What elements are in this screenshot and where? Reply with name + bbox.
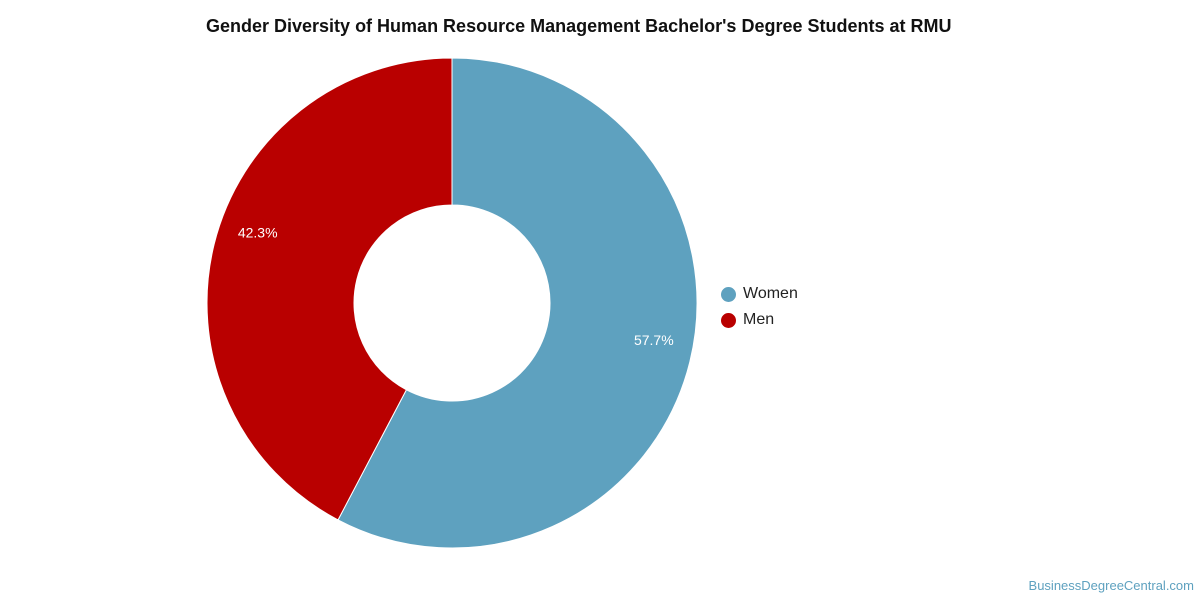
slice-labels-group: 57.7% 42.3%: [238, 225, 674, 349]
slices-group: [206, 57, 698, 549]
slice-label-men: 42.3%: [238, 225, 278, 241]
legend-swatch-men: [721, 312, 736, 328]
legend: Women Men: [721, 281, 798, 333]
slice-women[interactable]: [337, 57, 698, 549]
legend-item-women[interactable]: Women: [721, 281, 798, 307]
chart-title: Gender Diversity of Human Resource Manag…: [206, 16, 952, 36]
slice-label-women: 57.7%: [634, 332, 674, 348]
watermark[interactable]: BusinessDegreeCentral.com: [1028, 578, 1194, 593]
legend-item-men[interactable]: Men: [721, 307, 798, 333]
legend-swatch-women: [721, 286, 736, 302]
legend-label-women: Women: [743, 285, 798, 302]
legend-label-men: Men: [743, 311, 775, 328]
slice-men[interactable]: [206, 57, 453, 521]
